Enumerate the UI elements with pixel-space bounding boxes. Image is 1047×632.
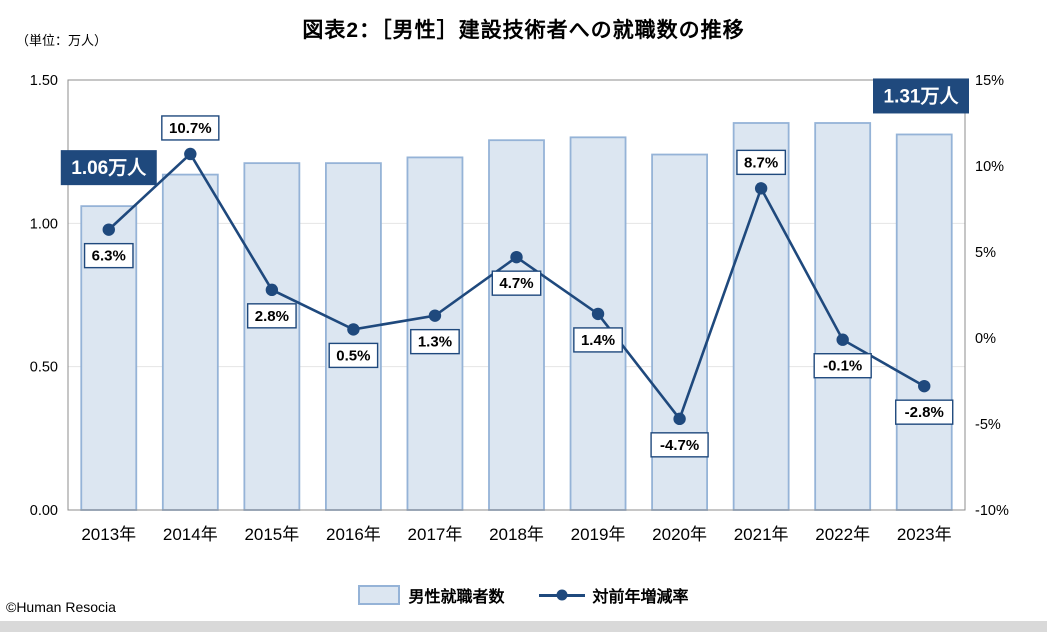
- marker-2017年: [428, 309, 442, 322]
- x-axis-label: 2013年: [81, 525, 136, 544]
- marker-2022年: [836, 333, 849, 346]
- line-swatch-icon: [538, 589, 585, 601]
- marker-2020年: [673, 412, 686, 426]
- marker-2014年: [184, 147, 197, 161]
- bar-2021年: [732, 122, 790, 511]
- chart-title: 図表2：［男性］建設技術者への就職数の推移: [302, 19, 745, 42]
- callout-box: [873, 78, 969, 114]
- legend-label-bar: 男性就職者数: [408, 589, 505, 606]
- marker-2023年: [918, 379, 931, 393]
- x-axis-label: 2021年: [734, 525, 789, 544]
- right-axis-tick: 5%: [975, 245, 996, 261]
- data-label-box: [895, 399, 954, 425]
- marker-2018年: [510, 250, 523, 264]
- marker-2013年: [102, 223, 115, 236]
- right-axis-tick: 0%: [975, 331, 996, 347]
- data-label-box: [161, 115, 220, 141]
- x-axis-label: 2016年: [326, 525, 381, 544]
- x-axis-label: 2018年: [489, 525, 544, 544]
- data-label-box: [328, 342, 379, 369]
- x-axis-label: 2022年: [815, 525, 870, 544]
- bar-2019年: [569, 136, 627, 511]
- right-axis-tick: -10%: [975, 503, 1009, 519]
- bar-2022年: [814, 122, 872, 511]
- data-label-box: [573, 327, 623, 353]
- x-axis-label: 2014年: [163, 525, 218, 544]
- left-axis-tick: 0.50: [30, 360, 58, 376]
- bar-2014年: [161, 173, 219, 511]
- data-label-box: [246, 303, 297, 329]
- data-label: 6.3%: [92, 248, 126, 265]
- data-label: 1.4%: [581, 332, 615, 349]
- data-label-box: [491, 270, 542, 296]
- marker-2016年: [347, 323, 360, 336]
- callout-text: 1.06万人: [71, 157, 147, 179]
- data-label: 2.8%: [255, 308, 289, 325]
- marker-2015年: [265, 283, 279, 297]
- line-marker-icon: [556, 589, 567, 601]
- data-label-box: [813, 353, 872, 379]
- data-label: -4.7%: [660, 437, 699, 454]
- x-axis-label: 2017年: [408, 525, 463, 544]
- x-axis-label: 2020年: [652, 525, 707, 544]
- data-label: 10.7%: [169, 120, 212, 137]
- left-axis-tick: 1.50: [30, 73, 58, 89]
- right-axis-tick: 10%: [975, 159, 1004, 175]
- x-axis-label: 2015年: [244, 525, 299, 544]
- data-label: -2.8%: [905, 404, 944, 421]
- marker-2019年: [591, 307, 605, 321]
- data-label: 8.7%: [744, 154, 778, 171]
- data-label: 4.7%: [499, 275, 533, 292]
- copyright-text: ©Human Resocia: [6, 599, 116, 615]
- left-axis-tick: 0.00: [30, 503, 58, 519]
- marker-2021年: [754, 182, 768, 195]
- data-label-box: [736, 149, 787, 176]
- x-axis-label: 2023年: [897, 525, 952, 544]
- data-label: 0.5%: [336, 347, 370, 364]
- legend-label-line: 対前年増減率: [592, 589, 689, 606]
- x-axis-label: 2019年: [571, 525, 626, 544]
- callout-box: [60, 150, 157, 186]
- legend-item-bar: 男性就職者数: [358, 583, 505, 607]
- bar-2016年: [325, 162, 382, 511]
- data-label: 1.3%: [418, 334, 452, 351]
- right-axis-tick: -5%: [975, 417, 1001, 433]
- data-label-box: [83, 242, 134, 269]
- footer-strip: [0, 621, 1047, 632]
- bar-swatch-icon: [358, 585, 401, 605]
- unit-label: （単位：万人）: [16, 33, 108, 48]
- right-axis-tick: 15%: [975, 73, 1004, 89]
- callout-text: 1.31万人: [884, 85, 960, 107]
- data-label-box: [410, 328, 460, 355]
- chart-canvas: 6.3% 10.7% 2.8% 0.5% 1.3% 4.7% 1.4% -4.7% 8.7% -0…: [30, 73, 1009, 544]
- plot-border: [67, 79, 966, 511]
- bar-2015年: [243, 162, 301, 511]
- data-label: -0.1%: [823, 358, 862, 375]
- data-label-box: [650, 432, 709, 458]
- legend-item-line: 対前年増減率: [538, 583, 689, 607]
- legend: 男性就職者数 対前年増減率: [0, 583, 1047, 607]
- bar-2018年: [488, 139, 545, 511]
- bar-2023年: [895, 133, 953, 511]
- left-axis-tick: 1.00: [30, 216, 58, 232]
